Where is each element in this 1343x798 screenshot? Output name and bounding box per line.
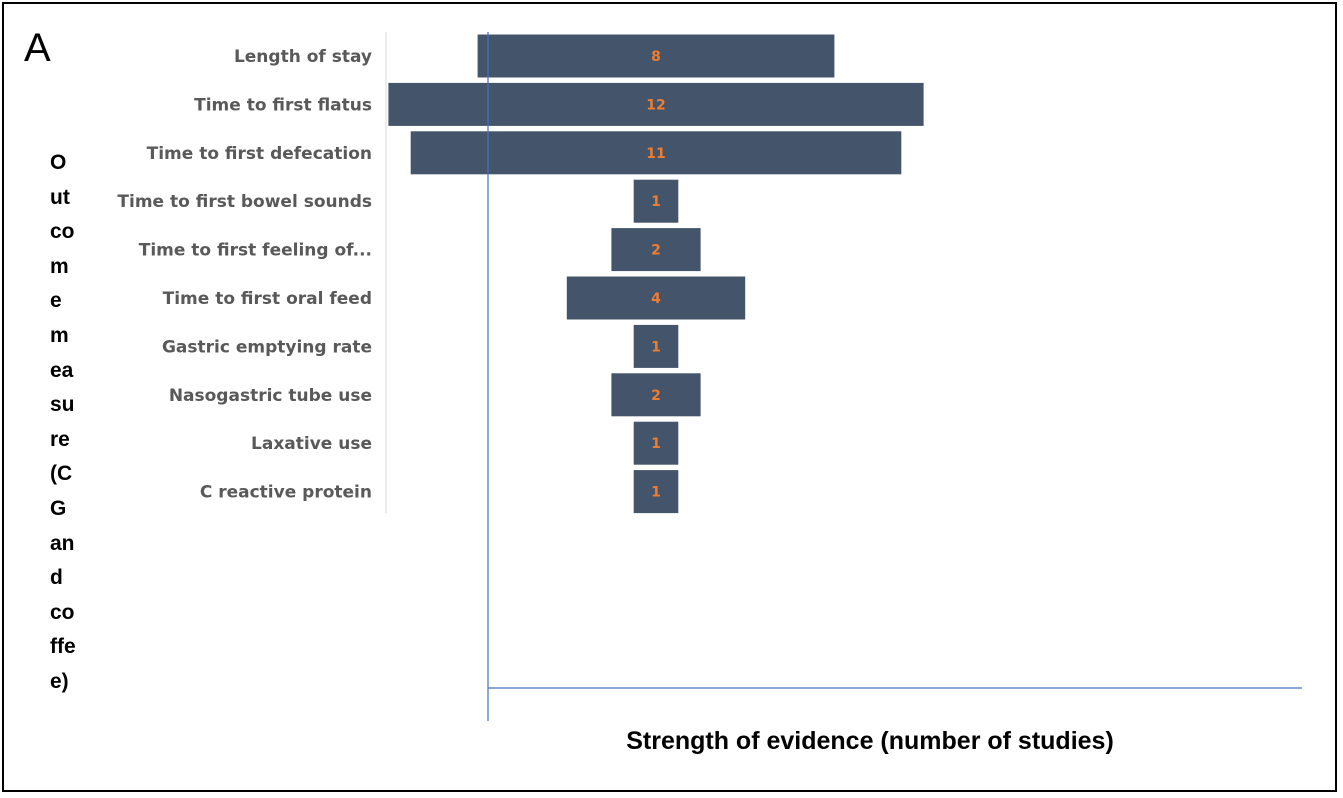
x-axis-title: Strength of evidence (number of studies) bbox=[626, 727, 1114, 755]
category-label: Length of stay bbox=[234, 47, 372, 67]
category-label: Time to first feeling of... bbox=[139, 241, 372, 261]
bar bbox=[633, 421, 679, 465]
y-axis-title-line: co bbox=[50, 220, 75, 244]
bar bbox=[633, 179, 679, 223]
category-label: Gastric emptying rate bbox=[162, 337, 372, 357]
bar bbox=[566, 276, 746, 320]
y-axis-title-line: ut bbox=[50, 185, 70, 209]
data-label: 1 bbox=[651, 339, 661, 355]
category-label: Time to first defecation bbox=[147, 144, 372, 164]
y-axis-title-line: e bbox=[50, 289, 62, 313]
bar bbox=[611, 228, 701, 272]
data-label: 4 bbox=[651, 291, 661, 307]
category-label: Laxative use bbox=[251, 434, 372, 454]
bar bbox=[388, 82, 924, 126]
y-axis-title-line: e) bbox=[50, 669, 69, 693]
bar bbox=[611, 373, 701, 417]
bar bbox=[477, 34, 835, 78]
data-label: 11 bbox=[646, 146, 665, 162]
category-label: Time to first oral feed bbox=[163, 289, 372, 309]
y-axis-title-line: ffe bbox=[50, 635, 76, 659]
data-label: 1 bbox=[651, 485, 661, 501]
y-axis-title-line: re bbox=[50, 427, 70, 451]
data-label: 2 bbox=[651, 388, 661, 404]
data-label: 1 bbox=[651, 194, 661, 210]
y-axis-title-line: m bbox=[50, 254, 69, 278]
y-axis-title-line: d bbox=[50, 566, 63, 590]
y-axis-title-line: ea bbox=[50, 358, 74, 382]
bar bbox=[410, 131, 902, 175]
data-label: 1 bbox=[651, 436, 661, 452]
category-label: Time to first bowel sounds bbox=[117, 192, 372, 212]
bar bbox=[633, 470, 679, 514]
bar bbox=[633, 324, 679, 368]
y-axis-title-line: m bbox=[50, 323, 69, 347]
category-label: C reactive protein bbox=[200, 483, 372, 503]
y-axis-title-line: an bbox=[50, 531, 75, 555]
y-axis-title-line: G bbox=[50, 496, 67, 520]
y-axis-title-line: su bbox=[50, 393, 75, 417]
y-axis-title-line: O bbox=[50, 151, 67, 174]
data-label: 2 bbox=[651, 243, 661, 259]
y-axis-title-line: co bbox=[50, 600, 75, 624]
category-label: Nasogastric tube use bbox=[169, 386, 372, 406]
panel-label: A bbox=[24, 26, 51, 70]
data-label: 8 bbox=[651, 49, 661, 65]
y-axis-title-line: (C bbox=[50, 462, 73, 486]
category-label: Time to first flatus bbox=[194, 95, 372, 115]
data-label: 12 bbox=[646, 97, 665, 113]
